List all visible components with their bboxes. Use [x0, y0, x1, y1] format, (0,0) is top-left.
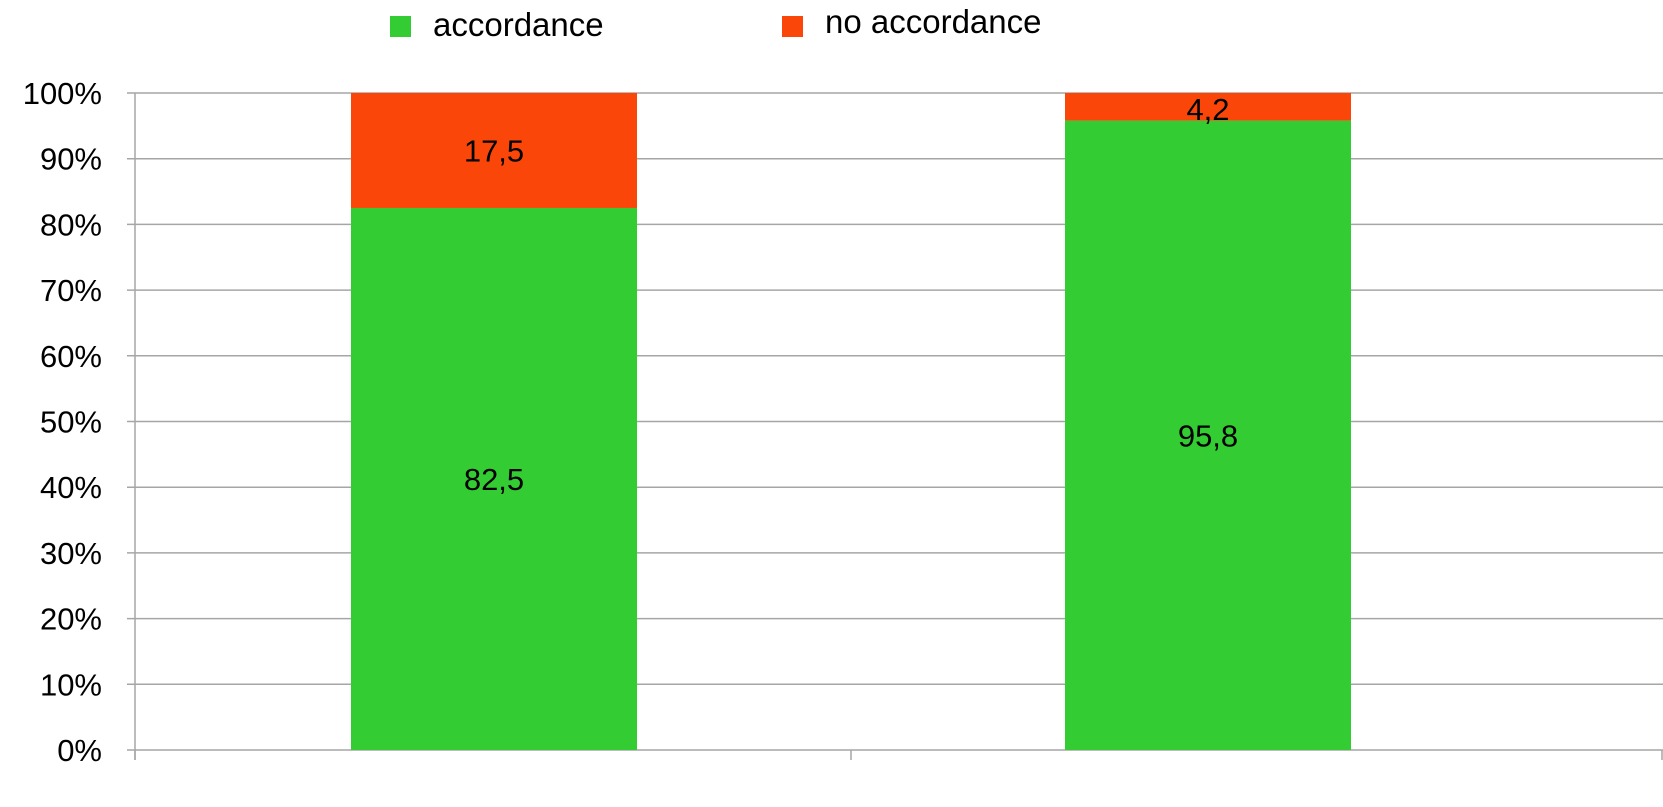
y-tick-label: 0% — [57, 733, 102, 768]
data-labels: 82,5 17,5 95,8 4,2 — [464, 92, 1238, 497]
data-label: 4,2 — [1186, 92, 1229, 127]
y-tick-label: 70% — [40, 273, 102, 308]
bar-accordance-2 — [1065, 120, 1351, 751]
legend-label-no-accordance: no accordance — [825, 3, 1041, 40]
y-tick-label: 30% — [40, 536, 102, 571]
y-tick-label: 90% — [40, 142, 102, 177]
data-label: 82,5 — [464, 462, 524, 497]
y-tick-label: 40% — [40, 470, 102, 505]
y-tick-label: 80% — [40, 207, 102, 242]
legend-label-accordance: accordance — [433, 6, 604, 43]
legend: accordance no accordance — [390, 3, 1041, 43]
y-tick-label: 20% — [40, 602, 102, 637]
bar-no-accordance-2 — [1065, 93, 1351, 121]
axes: 0% 10% 20% 30% 40% 50% 60% 70% 80% 90% 100% — [23, 76, 1663, 768]
legend-swatch-no-accordance — [782, 16, 803, 37]
bar-accordance-1 — [351, 207, 637, 751]
y-tick-label: 50% — [40, 405, 102, 440]
data-label: 17,5 — [464, 133, 524, 168]
y-tick-label: 60% — [40, 339, 102, 374]
bars — [351, 93, 1351, 751]
bar-no-accordance-1 — [351, 93, 637, 208]
data-label: 95,8 — [1178, 418, 1238, 453]
y-tick-label: 100% — [23, 76, 102, 111]
y-tick-label: 10% — [40, 667, 102, 702]
legend-swatch-accordance — [390, 16, 411, 37]
